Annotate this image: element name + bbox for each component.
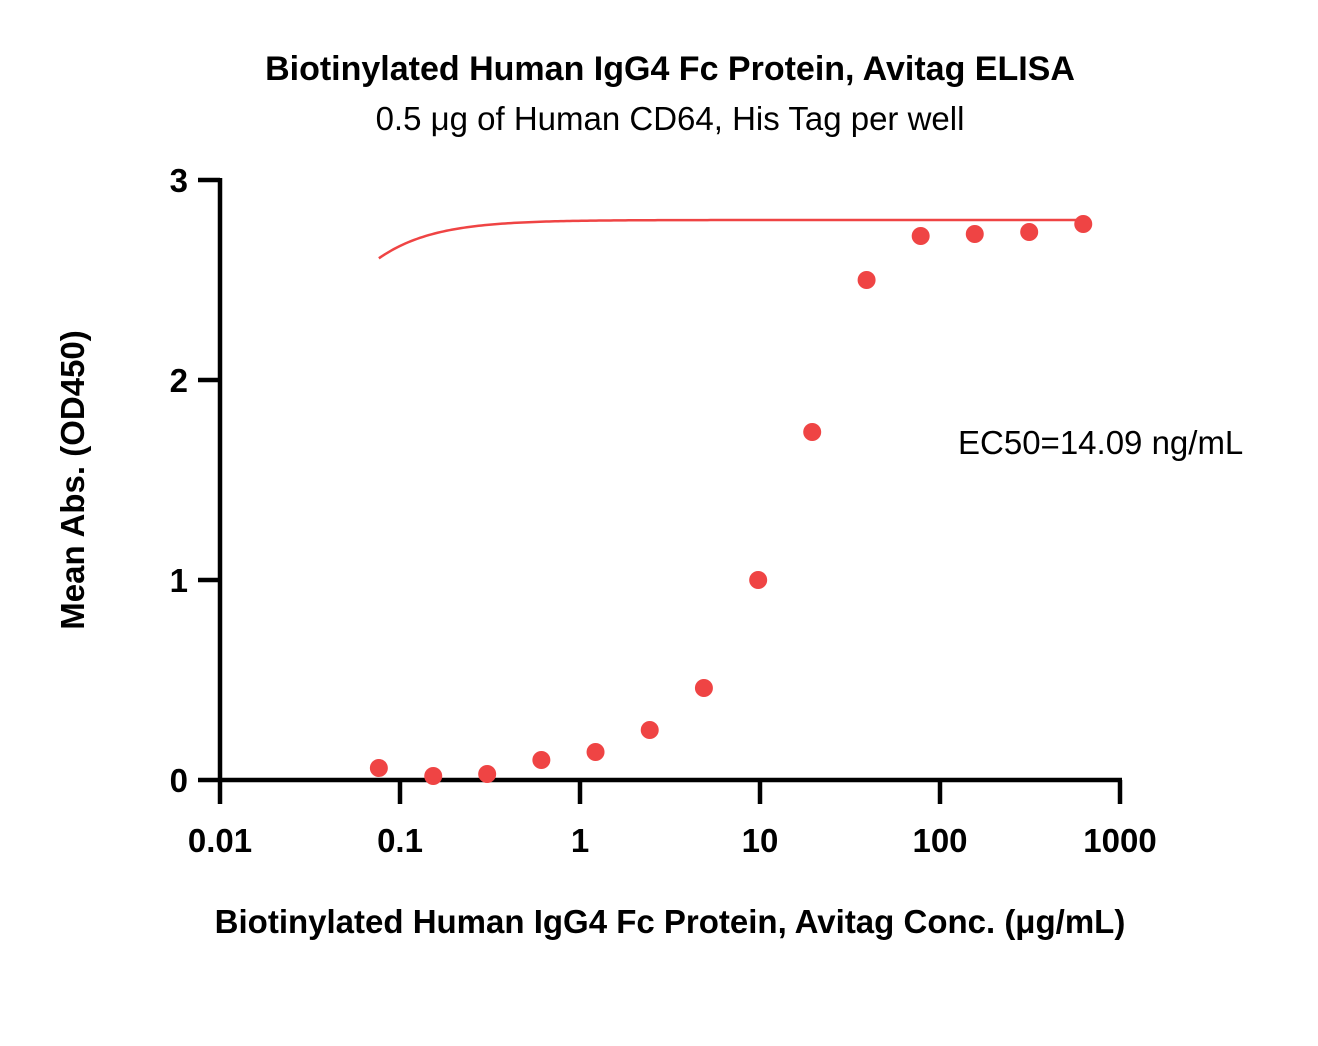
y-axis-label: Mean Abs. (OD450) <box>54 330 91 630</box>
data-point <box>749 571 768 589</box>
y-tick-label: 1 <box>170 562 188 599</box>
data-point <box>1020 223 1039 241</box>
ec50-annotation: EC50=14.09 ng/mL <box>958 424 1243 461</box>
x-tick-label: 1 <box>571 822 589 859</box>
data-point <box>965 225 984 243</box>
x-tick-label: 100 <box>912 822 967 859</box>
data-point <box>478 765 497 783</box>
x-tick-label: 0.01 <box>188 822 252 859</box>
y-tick-label: 0 <box>170 762 188 799</box>
points-layer <box>369 215 1093 785</box>
y-tick-label: 2 <box>170 362 188 399</box>
x-axis-label: Biotinylated Human IgG4 Fc Protein, Avit… <box>215 903 1126 940</box>
data-point <box>586 743 605 761</box>
data-point <box>369 759 388 777</box>
fit-layer <box>378 218 1084 260</box>
data-point <box>694 679 713 697</box>
chart-subtitle: 0.5 μg of Human CD64, His Tag per well <box>376 100 965 137</box>
data-point <box>532 751 551 769</box>
y-tick-label: 3 <box>170 162 188 199</box>
data-point <box>857 271 876 289</box>
data-point <box>424 767 443 785</box>
y-axis: 0 1 2 3 <box>170 162 223 799</box>
fit-curve <box>378 218 1084 260</box>
data-point <box>803 423 822 441</box>
data-point <box>911 227 930 245</box>
x-tick-label: 10 <box>742 822 779 859</box>
data-point <box>640 721 659 739</box>
chart-title: Biotinylated Human IgG4 Fc Protein, Avit… <box>265 50 1075 88</box>
data-point <box>1074 215 1093 233</box>
x-tick-label: 0.1 <box>377 822 423 859</box>
x-axis: 0.01 0.1 1 10 100 1000 <box>188 777 1157 859</box>
x-tick-label: 1000 <box>1083 822 1156 859</box>
